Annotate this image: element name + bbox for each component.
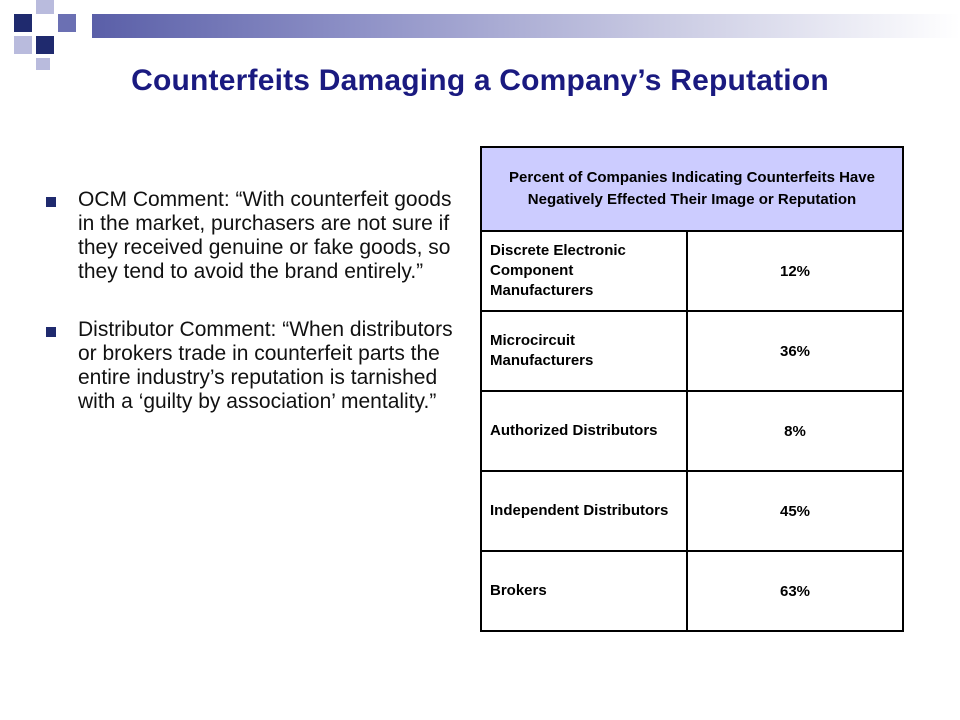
row-value: 36% [686, 310, 904, 392]
row-label: Microcircuit Manufacturers [480, 310, 688, 392]
table-row: Authorized Distributors 8% [480, 390, 904, 472]
header-gradient-band [92, 14, 960, 38]
table-header: Percent of Companies Indicating Counterf… [480, 146, 904, 232]
square-bullet-icon [46, 327, 56, 337]
table-row: Discrete Electronic Component Manufactur… [480, 230, 904, 312]
row-value: 8% [686, 390, 904, 472]
bullet-text: OCM Comment: “With counterfeit goods in … [78, 188, 452, 283]
row-value: 63% [686, 550, 904, 632]
bullet-list: OCM Comment: “With counterfeit goods in … [44, 188, 454, 448]
square-bullet-icon [46, 197, 56, 207]
reputation-table: Percent of Companies Indicating Counterf… [480, 146, 904, 632]
row-label: Brokers [480, 550, 688, 632]
decor-square [14, 14, 32, 32]
row-label: Authorized Distributors [480, 390, 688, 472]
table-header-row: Percent of Companies Indicating Counterf… [480, 146, 904, 232]
row-value: 45% [686, 470, 904, 552]
bullet-item: Distributor Comment: “When distributors … [44, 318, 454, 414]
table-row: Independent Distributors 45% [480, 470, 904, 552]
row-label: Independent Distributors [480, 470, 688, 552]
table-row: Microcircuit Manufacturers 36% [480, 310, 904, 392]
decor-square [36, 58, 50, 70]
decor-square [58, 14, 76, 32]
decor-square [14, 36, 32, 54]
row-value: 12% [686, 230, 904, 312]
bullet-item: OCM Comment: “With counterfeit goods in … [44, 188, 454, 284]
bullet-text: Distributor Comment: “When distributors … [78, 318, 453, 413]
decor-square [36, 0, 54, 14]
decor-square [36, 36, 54, 54]
table-row: Brokers 63% [480, 550, 904, 632]
slide-title: Counterfeits Damaging a Company’s Reputa… [131, 64, 829, 97]
row-label: Discrete Electronic Component Manufactur… [480, 230, 688, 312]
